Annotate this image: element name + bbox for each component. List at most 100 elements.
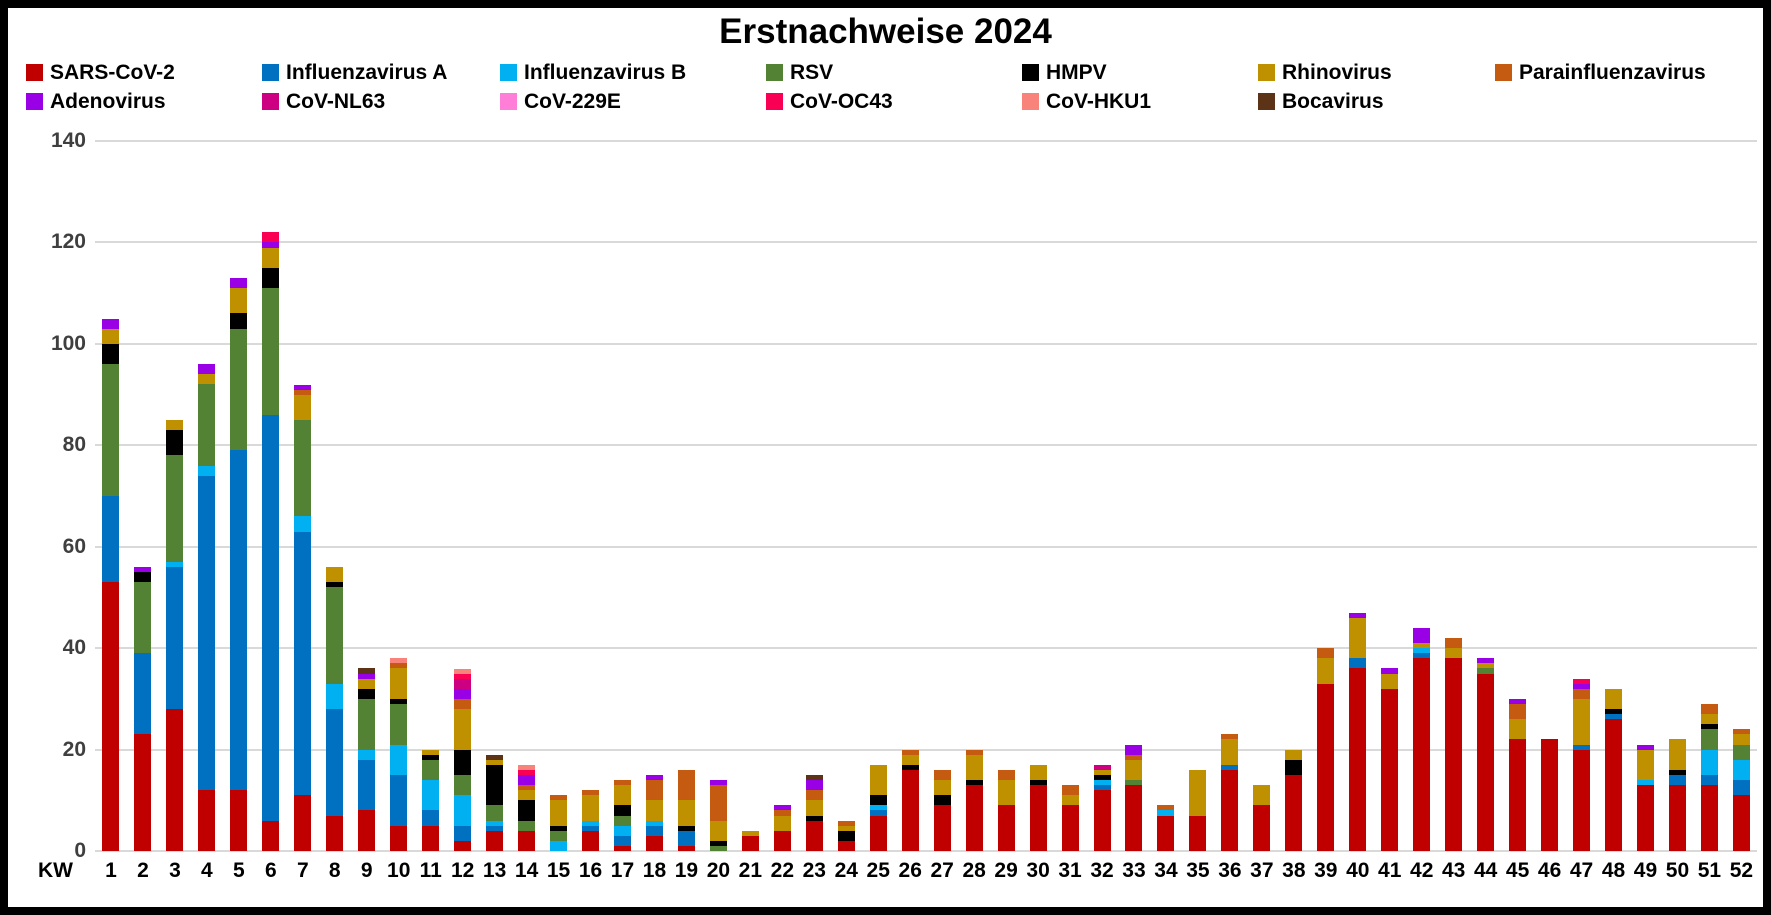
plot-area xyxy=(95,140,1757,852)
bar-segment-HMPV xyxy=(933,795,951,806)
bar-segment-SARS-CoV-2 xyxy=(645,835,663,851)
x-tick-label-40: 40 xyxy=(1346,859,1370,882)
bar-segment-Rhinovirus xyxy=(550,800,568,826)
bar-segment-Influenzavirus A xyxy=(230,450,248,791)
bar-segment-SARS-CoV-2 xyxy=(1477,673,1495,851)
bar-segment-Influenzavirus A xyxy=(1732,780,1750,796)
bar-slot-week-40 xyxy=(1342,141,1374,851)
bar-segment-HMPV xyxy=(518,800,536,821)
bar-segment-Influenzavirus B xyxy=(645,820,663,826)
bar-segment-Rhinovirus xyxy=(805,800,823,816)
bar-slot-week-22 xyxy=(766,141,798,851)
bar-segment-Influenzavirus B xyxy=(1732,759,1750,781)
bar-segment-Influenzavirus A xyxy=(677,830,695,846)
bar-segment-SARS-CoV-2 xyxy=(262,820,280,851)
bar-segment-Influenzavirus A xyxy=(102,496,120,583)
bar-segment-RSV xyxy=(1700,729,1718,750)
bar-segment-Adenovirus xyxy=(198,364,216,375)
bar-segment-Influenzavirus B xyxy=(166,561,184,567)
bar-segment-SARS-CoV-2 xyxy=(773,830,791,851)
gridline-20 xyxy=(95,748,1757,751)
bar-segment-SARS-CoV-2 xyxy=(134,734,152,851)
bar-slot-week-29 xyxy=(990,141,1022,851)
bar-segment-RSV xyxy=(294,419,312,517)
bar-segment-Rhinovirus xyxy=(518,790,536,801)
bar-segment-Rhinovirus xyxy=(1477,663,1495,669)
bar-segment-Influenzavirus B xyxy=(422,780,440,811)
y-tick-label-60: 60 xyxy=(62,534,86,558)
bar-slot-week-18 xyxy=(638,141,670,851)
bar-segment-Rhinovirus xyxy=(1445,648,1463,659)
bar-segment-Rhinovirus xyxy=(582,795,600,821)
bar-segment-RSV xyxy=(358,698,376,750)
bar-segment-HMPV xyxy=(550,825,568,831)
bar-segment-Rhinovirus xyxy=(1253,785,1271,806)
x-tick-label-5: 5 xyxy=(233,859,245,882)
legend-item-Parainfluenzavirus: Parainfluenzavirus xyxy=(1495,61,1759,85)
bar-segment-HMPV xyxy=(486,764,504,806)
bar-slot-week-37 xyxy=(1246,141,1278,851)
x-axis: 1 2 3 4 5 6 7 8 9 10 11 12 13 14 15 16 17 18 19 20 21 22 23 24 2… xyxy=(95,859,1757,883)
bar-segment-CoV-OC43 xyxy=(454,673,472,679)
bar-week-44 xyxy=(1477,658,1495,851)
bar-week-48 xyxy=(1605,688,1623,851)
legend-swatch xyxy=(262,93,279,110)
bar-segment-CoV-HKU1 xyxy=(518,764,536,770)
y-tick-label-20: 20 xyxy=(62,737,86,761)
legend-item-CoV-NL63: CoV-NL63 xyxy=(262,90,500,114)
legend-label: Bocavirus xyxy=(1282,89,1384,113)
legend-swatch xyxy=(1258,93,1275,110)
bar-segment-Adenovirus xyxy=(454,688,472,699)
x-tick-label-17: 17 xyxy=(610,859,635,882)
x-tick-label-30: 30 xyxy=(1026,859,1050,882)
bar-slot-week-32 xyxy=(1086,141,1118,851)
bar-week-21 xyxy=(741,830,759,851)
x-tick-label-39: 39 xyxy=(1314,859,1338,882)
bar-segment-Rhinovirus xyxy=(1029,764,1047,781)
x-tick-label-43: 43 xyxy=(1441,859,1466,882)
legend-swatch xyxy=(766,64,783,81)
bar-segment-SARS-CoV-2 xyxy=(1636,785,1654,851)
legend-item-CoV-229E: CoV-229E xyxy=(500,90,766,114)
bar-segment-HMPV xyxy=(390,698,408,704)
bar-segment-Rhinovirus xyxy=(1285,749,1303,760)
bar-segment-Influenzavirus A xyxy=(1573,744,1591,750)
bar-segment-Influenzavirus B xyxy=(358,749,376,760)
bar-segment-Parainfluenzavirus xyxy=(933,769,951,781)
bar-segment-SARS-CoV-2 xyxy=(166,709,184,851)
bar-segment-Parainfluenzavirus xyxy=(677,769,695,801)
bar-segment-HMPV xyxy=(709,840,727,846)
bar-segment-Parainfluenzavirus xyxy=(965,749,983,755)
bar-week-41 xyxy=(1381,668,1399,851)
bar-segment-HMPV xyxy=(1668,769,1686,775)
legend-label: CoV-NL63 xyxy=(286,89,386,113)
bar-segment-Influenzavirus A xyxy=(645,825,663,836)
bar-slot-week-20 xyxy=(702,141,734,851)
bar-segment-Influenzavirus A xyxy=(390,774,408,826)
bar-segment-Parainfluenzavirus xyxy=(1221,734,1239,740)
bar-segment-Adenovirus xyxy=(1477,658,1495,664)
bar-segment-HMPV xyxy=(869,795,887,806)
bar-segment-HMPV xyxy=(1029,780,1047,786)
legend-label: HMPV xyxy=(1046,60,1107,84)
legend-swatch xyxy=(26,93,43,110)
bar-segment-SARS-CoV-2 xyxy=(1381,688,1399,851)
bar-segment-SARS-CoV-2 xyxy=(1445,658,1463,851)
x-tick-label-34: 34 xyxy=(1154,859,1178,882)
bar-segment-CoV-HKU1 xyxy=(390,658,408,664)
x-tick-label-11: 11 xyxy=(419,859,442,882)
bar-segment-Influenzavirus A xyxy=(358,759,376,811)
x-tick-label-46: 46 xyxy=(1537,859,1562,882)
x-tick-label-3: 3 xyxy=(169,859,181,882)
bar-week-25 xyxy=(869,764,887,851)
bar-segment-Adenovirus xyxy=(262,242,280,248)
bar-segment-HMPV xyxy=(102,343,120,365)
bar-segment-Rhinovirus xyxy=(613,785,631,806)
x-tick-label-48: 48 xyxy=(1601,859,1626,882)
bar-segment-Influenzavirus B xyxy=(1093,780,1111,786)
bar-segment-HMPV xyxy=(230,313,248,329)
bar-week-23 xyxy=(805,774,823,851)
bar-week-47 xyxy=(1573,678,1591,851)
bar-segment-SARS-CoV-2 xyxy=(294,795,312,851)
